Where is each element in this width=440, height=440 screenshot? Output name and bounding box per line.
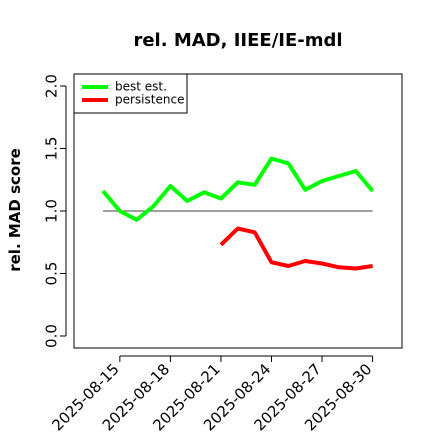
y-tick-label: 0.5 [43, 262, 61, 286]
y-tick-label: 2.0 [43, 74, 61, 98]
legend-box [73, 73, 188, 114]
legend-label: best est. [115, 80, 167, 94]
plot-frame [73, 73, 403, 349]
series-line-best-est [101, 156, 375, 222]
y-axis-label: rel. MAD score [6, 148, 24, 272]
legend-label: persistence [115, 93, 184, 107]
chart-title: rel. MAD, IIEE/IE-mdl [133, 30, 342, 51]
series-layer [101, 156, 375, 271]
y-tick-label: 1.5 [43, 137, 61, 161]
legend: best est.persistence [73, 73, 188, 114]
series-line-persistence [219, 226, 373, 271]
x-axis: 2025-08-152025-08-182025-08-212025-08-24… [48, 355, 375, 434]
y-tick-label: 0.0 [43, 324, 61, 348]
y-axis: 0.0 0.5 1.0 1.5 2.0 [43, 74, 67, 348]
y-tick-label: 1.0 [43, 199, 61, 223]
